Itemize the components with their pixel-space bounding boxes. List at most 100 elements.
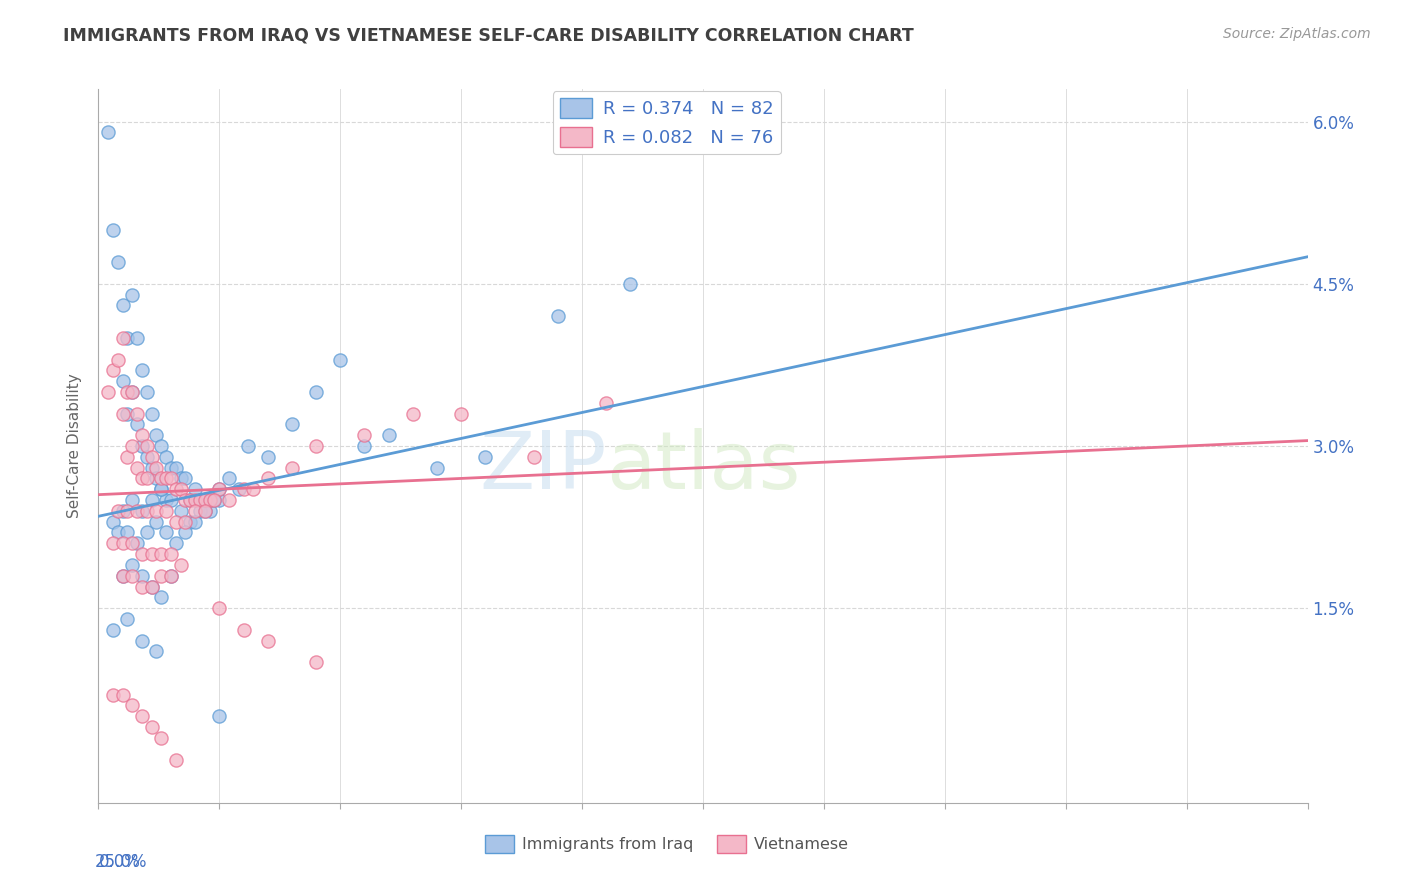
Point bbox=[145, 428, 167, 442]
Point bbox=[141, 460, 163, 475]
Point bbox=[232, 482, 254, 496]
Point bbox=[194, 504, 217, 518]
Point bbox=[169, 471, 191, 485]
Point bbox=[256, 471, 278, 485]
Point bbox=[107, 352, 129, 367]
Point bbox=[121, 384, 143, 399]
Point bbox=[160, 471, 183, 485]
Point bbox=[111, 331, 134, 345]
Point bbox=[179, 493, 201, 508]
Point bbox=[117, 407, 139, 421]
Point bbox=[131, 504, 153, 518]
Point bbox=[121, 384, 143, 399]
Point bbox=[353, 439, 375, 453]
Point bbox=[131, 709, 153, 723]
Point bbox=[117, 331, 139, 345]
Point bbox=[121, 439, 143, 453]
Point bbox=[101, 363, 124, 377]
Point bbox=[131, 633, 153, 648]
Point bbox=[169, 504, 191, 518]
Point bbox=[135, 525, 157, 540]
Point bbox=[184, 493, 207, 508]
Point bbox=[145, 504, 167, 518]
Text: 0.0%: 0.0% bbox=[98, 853, 141, 871]
Point bbox=[305, 655, 328, 669]
Point bbox=[101, 536, 124, 550]
Point bbox=[174, 525, 197, 540]
Point bbox=[117, 450, 139, 464]
Point bbox=[150, 731, 173, 745]
Point bbox=[188, 493, 211, 508]
Point bbox=[131, 363, 153, 377]
Point bbox=[194, 493, 217, 508]
Point bbox=[107, 504, 129, 518]
Point bbox=[547, 310, 569, 324]
Point bbox=[184, 515, 207, 529]
Point bbox=[165, 536, 187, 550]
Point bbox=[145, 644, 167, 658]
Point bbox=[155, 504, 177, 518]
Point bbox=[111, 568, 134, 582]
Point bbox=[145, 460, 167, 475]
Point bbox=[121, 287, 143, 301]
Point bbox=[117, 612, 139, 626]
Point bbox=[141, 720, 163, 734]
Point bbox=[402, 407, 425, 421]
Y-axis label: Self-Care Disability: Self-Care Disability bbox=[67, 374, 83, 518]
Point bbox=[111, 298, 134, 312]
Point bbox=[474, 450, 496, 464]
Point bbox=[165, 460, 187, 475]
Point bbox=[111, 536, 134, 550]
Point bbox=[111, 688, 134, 702]
Text: atlas: atlas bbox=[606, 428, 800, 507]
Point bbox=[155, 471, 177, 485]
Point bbox=[377, 428, 399, 442]
Point bbox=[160, 568, 183, 582]
Point bbox=[111, 568, 134, 582]
Point bbox=[117, 384, 139, 399]
Point bbox=[160, 568, 183, 582]
Point bbox=[619, 277, 641, 291]
Point bbox=[150, 591, 173, 605]
Point bbox=[145, 515, 167, 529]
Point bbox=[232, 623, 254, 637]
Point bbox=[121, 698, 143, 713]
Point bbox=[150, 439, 173, 453]
Point bbox=[135, 504, 157, 518]
Point bbox=[155, 493, 177, 508]
Point bbox=[218, 471, 240, 485]
Point bbox=[150, 482, 173, 496]
Point bbox=[121, 536, 143, 550]
Point bbox=[141, 547, 163, 561]
Point bbox=[179, 515, 201, 529]
Text: IMMIGRANTS FROM IRAQ VS VIETNAMESE SELF-CARE DISABILITY CORRELATION CHART: IMMIGRANTS FROM IRAQ VS VIETNAMESE SELF-… bbox=[63, 27, 914, 45]
Text: ZIP: ZIP bbox=[479, 428, 606, 507]
Point bbox=[131, 568, 153, 582]
Point bbox=[188, 493, 211, 508]
Point bbox=[165, 515, 187, 529]
Point bbox=[127, 331, 149, 345]
Point bbox=[141, 493, 163, 508]
Text: 25.0%: 25.0% bbox=[94, 853, 146, 871]
Point bbox=[121, 568, 143, 582]
Point bbox=[150, 482, 173, 496]
Point bbox=[169, 558, 191, 572]
Point bbox=[329, 352, 352, 367]
Point bbox=[131, 428, 153, 442]
Point bbox=[305, 384, 328, 399]
Point bbox=[198, 493, 221, 508]
Point bbox=[353, 428, 375, 442]
Point bbox=[174, 515, 197, 529]
Point bbox=[101, 223, 124, 237]
Point bbox=[208, 709, 231, 723]
Point bbox=[169, 482, 191, 496]
Point bbox=[101, 688, 124, 702]
Point bbox=[141, 407, 163, 421]
Point bbox=[135, 471, 157, 485]
Point bbox=[117, 525, 139, 540]
Point bbox=[155, 525, 177, 540]
Point bbox=[131, 471, 153, 485]
Point bbox=[242, 482, 264, 496]
Point bbox=[194, 504, 217, 518]
Point bbox=[281, 417, 304, 432]
